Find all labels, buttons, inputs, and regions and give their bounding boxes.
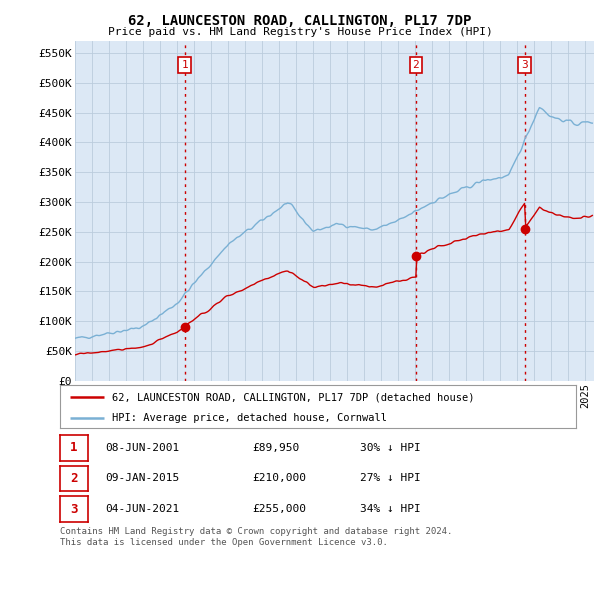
Text: HPI: Average price, detached house, Cornwall: HPI: Average price, detached house, Corn… [112,414,386,424]
Text: £210,000: £210,000 [252,474,306,483]
Text: 3: 3 [70,503,78,516]
Text: 04-JUN-2021: 04-JUN-2021 [105,504,179,514]
Text: 08-JUN-2001: 08-JUN-2001 [105,443,179,453]
Text: 1: 1 [70,441,78,454]
Text: 34% ↓ HPI: 34% ↓ HPI [360,504,421,514]
Text: 27% ↓ HPI: 27% ↓ HPI [360,474,421,483]
Text: 30% ↓ HPI: 30% ↓ HPI [360,443,421,453]
Text: 09-JAN-2015: 09-JAN-2015 [105,474,179,483]
Text: £89,950: £89,950 [252,443,299,453]
Text: 62, LAUNCESTON ROAD, CALLINGTON, PL17 7DP: 62, LAUNCESTON ROAD, CALLINGTON, PL17 7D… [128,14,472,28]
Text: 3: 3 [521,60,528,70]
Text: 2: 2 [70,472,78,485]
Text: Price paid vs. HM Land Registry's House Price Index (HPI): Price paid vs. HM Land Registry's House … [107,27,493,37]
Text: 1: 1 [181,60,188,70]
Text: 62, LAUNCESTON ROAD, CALLINGTON, PL17 7DP (detached house): 62, LAUNCESTON ROAD, CALLINGTON, PL17 7D… [112,392,474,402]
Text: £255,000: £255,000 [252,504,306,514]
Text: 2: 2 [412,60,419,70]
Text: Contains HM Land Registry data © Crown copyright and database right 2024.
This d: Contains HM Land Registry data © Crown c… [60,527,452,547]
